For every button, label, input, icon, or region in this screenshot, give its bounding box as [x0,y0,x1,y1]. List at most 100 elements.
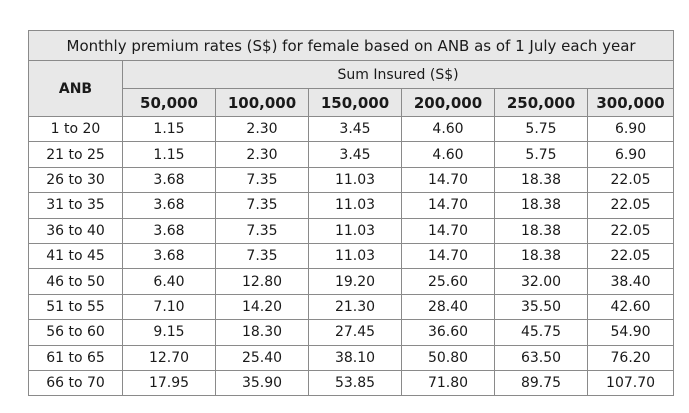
table-head: Monthly premium rates (S$) for female ba… [27,30,675,117]
rate-cell: 6.90 [586,141,675,168]
rate-cell: 14.70 [401,166,495,194]
rate-cell: 50.80 [401,344,495,371]
rate-cell: 11.03 [308,166,402,194]
anb-cell: 46 to 50 [28,268,123,295]
rate-cell: 25.60 [401,268,495,295]
rate-cell: 3.68 [122,242,216,270]
rate-cell: 35.50 [494,293,588,321]
rate-cell: 3.68 [122,217,216,244]
rate-cell: 14.20 [215,293,309,321]
rate-cell: 3.68 [122,166,216,194]
rate-cell: 12.80 [215,268,309,295]
rate-cell: 5.75 [494,115,588,143]
rate-cell: 2.30 [215,141,309,168]
rate-cell: 38.40 [586,268,675,295]
rate-cell: 38.10 [308,344,402,371]
row-header: ANB [28,60,123,117]
table-row: 66 to 70 17.95 35.90 53.85 71.80 89.75 107.70 [28,369,675,397]
column-row: 50,000 100,000 150,000 200,000 250,000 300,00… [29,88,675,117]
rate-cell: 14.70 [401,217,495,244]
rate-cell: 27.45 [308,319,402,346]
rate-cell: 36.60 [401,319,495,346]
rate-cell: 35.90 [215,369,309,397]
rate-cell: 53.85 [308,369,402,397]
rate-cell: 11.03 [308,217,402,244]
rate-cell: 1.15 [122,141,216,168]
anb-cell: 56 to 60 [28,319,123,346]
rate-cell: 18.38 [494,166,588,194]
table-row: 36 to 40 3.68 7.35 11.03 14.70 18.38 22.05 [28,217,675,244]
column-header: 150,000 [308,88,402,117]
rate-cell: 9.15 [122,319,216,346]
rate-cell: 7.35 [215,242,309,270]
rate-cell: 22.05 [586,192,675,219]
table-row: 56 to 60 9.15 18.30 27.45 36.60 45.75 54.90 [28,319,675,346]
rate-cell: 11.03 [308,242,402,270]
anb-cell: 66 to 70 [28,369,123,397]
table-row: 41 to 45 3.68 7.35 11.03 14.70 18.38 22.05 [28,242,675,270]
rate-cell: 21.30 [308,293,402,321]
rate-cell: 45.75 [494,319,588,346]
rate-cell: 6.90 [586,115,675,143]
anb-cell: 61 to 65 [28,344,123,371]
column-header: 50,000 [122,88,216,117]
rate-cell: 11.03 [308,192,402,219]
rate-cell: 18.38 [494,192,588,219]
anb-cell: 1 to 20 [28,115,123,143]
rate-cell: 7.35 [215,192,309,219]
table-title: Monthly premium rates (S$) for female ba… [27,30,675,61]
rate-cell: 89.75 [494,369,588,397]
rate-cell: 107.70 [586,369,675,397]
table-row: 26 to 30 3.68 7.35 11.03 14.70 18.38 22.05 [28,166,675,194]
rate-cell: 28.40 [401,293,495,321]
column-header: 250,000 [494,88,588,117]
rate-cell: 17.95 [122,369,216,397]
rate-cell: 4.60 [401,115,495,143]
rate-cell: 6.40 [122,268,216,295]
rate-cell: 76.20 [586,344,675,371]
rate-cell: 19.20 [308,268,402,295]
rate-cell: 18.38 [494,242,588,270]
rate-cell: 22.05 [586,242,675,270]
table-body: 1 to 20 1.15 2.30 3.45 4.60 5.75 6.90 21 to 25 1… [28,115,675,397]
rate-cell: 4.60 [401,141,495,168]
rate-cell: 63.50 [494,344,588,371]
anb-cell: 41 to 45 [28,242,123,270]
table-row: 51 to 55 7.10 14.20 21.30 28.40 35.50 42.60 [28,293,675,321]
rate-cell: 71.80 [401,369,495,397]
rate-cell: 5.75 [494,141,588,168]
rate-cell: 54.90 [586,319,675,346]
rate-cell: 3.45 [308,141,402,168]
anb-cell: 31 to 35 [28,192,123,219]
group-header: Sum Insured (S$) [121,60,675,89]
rate-cell: 3.45 [308,115,402,143]
rate-cell: 32.00 [494,268,588,295]
column-header: 200,000 [401,88,495,117]
rate-cell: 14.70 [401,242,495,270]
rate-cell: 3.68 [122,192,216,219]
rate-cell: 14.70 [401,192,495,219]
rate-cell: 18.30 [215,319,309,346]
rate-cell: 2.30 [215,115,309,143]
column-header: 100,000 [215,88,309,117]
rate-cell: 1.15 [122,115,216,143]
rate-cell: 7.35 [215,166,309,194]
table-row: 21 to 25 1.15 2.30 3.45 4.60 5.75 6.90 [28,141,675,168]
rate-cell: 18.38 [494,217,588,244]
title-row: Monthly premium rates (S$) for female ba… [27,30,675,61]
table-row: 61 to 65 12.70 25.40 38.10 50.80 63.50 76.20 [28,344,675,371]
table-row: 31 to 35 3.68 7.35 11.03 14.70 18.38 22.05 [28,192,675,219]
rate-cell: 7.35 [215,217,309,244]
rate-cell: 7.10 [122,293,216,321]
rate-cell: 42.60 [586,293,675,321]
table-row: 1 to 20 1.15 2.30 3.45 4.60 5.75 6.90 [28,115,675,143]
rate-cell: 22.05 [586,166,675,194]
premium-table: Monthly premium rates (S$) for female ba… [27,30,675,397]
rate-cell: 25.40 [215,344,309,371]
anb-cell: 26 to 30 [28,166,123,194]
column-header: 300,000 [586,88,675,117]
group-row: ANB Sum Insured (S$) [28,60,675,117]
rate-cell: 22.05 [586,217,675,244]
table-row: 46 to 50 6.40 12.80 19.20 25.60 32.00 38.40 [28,268,675,295]
